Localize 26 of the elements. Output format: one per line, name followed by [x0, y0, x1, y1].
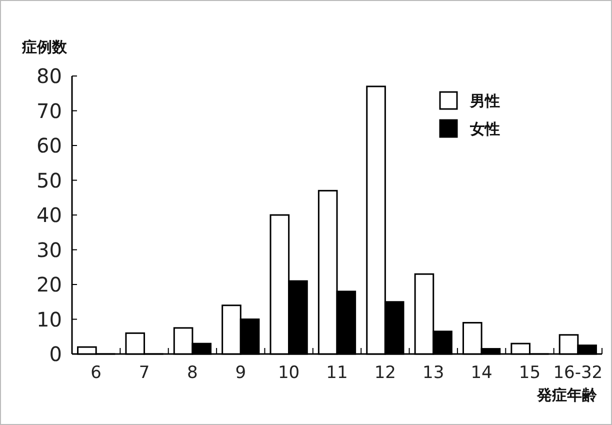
- y-tick-label: 30: [36, 238, 62, 262]
- x-tick-label: 6: [90, 363, 102, 383]
- legend: 男性: [439, 91, 500, 110]
- y-tick-label: 50: [36, 168, 62, 192]
- legend: 女性: [439, 119, 500, 138]
- y-axis-title: 症例数: [21, 38, 68, 56]
- legend-label: 男性: [469, 92, 500, 110]
- x-tick-label: 8: [187, 363, 198, 383]
- y-tick-label: 70: [36, 98, 62, 123]
- x-tick-label: 7: [138, 363, 150, 383]
- y-tick-label: 60: [36, 134, 62, 158]
- x-tick-label: 12: [374, 363, 396, 383]
- x-tick-label: 13: [422, 363, 444, 383]
- x-tick-label: 14: [470, 363, 492, 383]
- x-tick-label: 10: [278, 363, 300, 383]
- y-tick-label: 10: [36, 307, 62, 332]
- x-tick-label: 15: [518, 363, 541, 383]
- x-tick-label: 9: [235, 363, 246, 383]
- y-tick-label: 0: [49, 342, 62, 366]
- x-tick-label: 11: [326, 363, 348, 383]
- x-axis-title: 発症年齢: [536, 386, 598, 404]
- y-tick-label: 20: [36, 272, 62, 296]
- x-tick-label: 16-32: [553, 363, 603, 383]
- y-tick-label: 80: [36, 64, 62, 88]
- legend-label: 女性: [469, 120, 500, 138]
- y-tick-label: 40: [36, 203, 62, 227]
